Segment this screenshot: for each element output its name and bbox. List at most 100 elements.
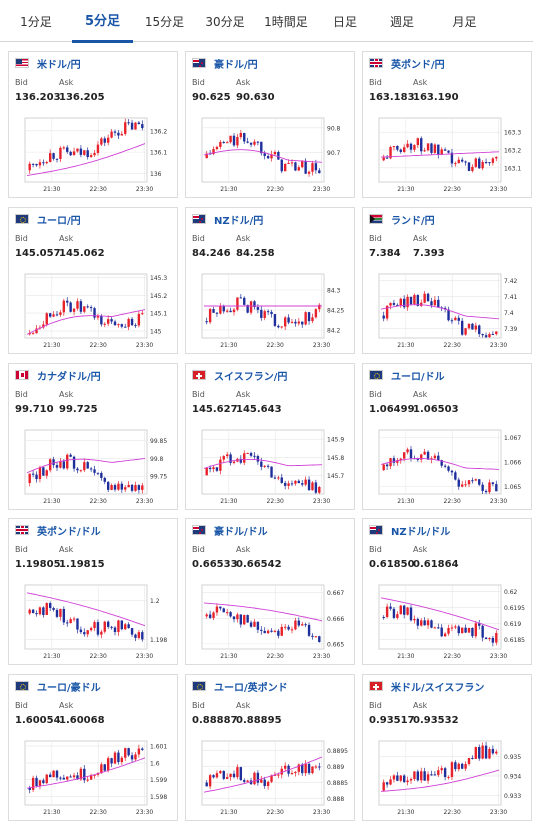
candle: [263, 465, 266, 469]
candle: [249, 300, 253, 315]
currency-pair-link[interactable]: NZドル/円: [214, 215, 264, 227]
card-title[interactable]: NZドル/ドル: [369, 523, 451, 538]
candle: [232, 616, 236, 623]
card-title[interactable]: 英ポンド/ドル: [15, 523, 101, 538]
currency-pair-link[interactable]: カナダドル/円: [37, 371, 101, 383]
price-chart[interactable]: 7.39 7.4 7.41 7.42 21:30 22:30 23:30: [367, 268, 529, 352]
candle: [471, 627, 474, 638]
candle: [215, 603, 219, 616]
currency-pair-link[interactable]: ユーロ/ドル: [391, 371, 445, 383]
candle: [52, 152, 55, 161]
rate-card[interactable]: 米ドル/スイスフラン Bid Ask 0.93517 0.93532 0.933 0.934…: [362, 674, 532, 821]
price-chart[interactable]: 1.065 1.066 1.067 21:30 22:30 23:30: [367, 424, 529, 508]
rate-card[interactable]: スイスフラン/円 Bid Ask 145.627 145.643 145.7 145.8 14…: [185, 363, 355, 510]
x-tick-label: 21:30: [397, 653, 414, 660]
card-title[interactable]: 米ドル/円: [15, 56, 81, 71]
candle: [232, 460, 236, 465]
rate-card[interactable]: 英ポンド/円 Bid Ask 163.183 163.190 163.1 163.2 163.…: [362, 51, 532, 198]
card-title[interactable]: ユーロ/豪ドル: [15, 679, 101, 694]
card-title[interactable]: NZドル/円: [192, 212, 264, 227]
price-chart[interactable]: 145.7 145.8 145.9 21:30 22:30 23:30: [190, 424, 352, 508]
candle: [420, 618, 423, 627]
currency-pair-link[interactable]: 米ドル/スイスフラン: [391, 682, 485, 694]
currency-pair-link[interactable]: 豪ドル/ドル: [214, 526, 268, 538]
rate-card[interactable]: NZドル/ドル Bid Ask 0.61850 0.61864 0.6185 0.619 0.…: [362, 518, 532, 665]
candle: [474, 157, 478, 169]
card-title[interactable]: ユーロ/円: [15, 212, 81, 227]
tab-0[interactable]: 1分足: [20, 15, 52, 29]
card-title[interactable]: 豪ドル/円: [192, 56, 258, 71]
rate-card[interactable]: ユーロ/英ポンド Bid Ask 0.88887 0.88895 0.888 0.8885 0…: [185, 674, 355, 821]
rate-card[interactable]: NZドル/円 Bid Ask 84.246 84.258 84.2 84.25 84.3 21:…: [185, 207, 355, 354]
x-tick-label: 23:30: [313, 186, 330, 193]
price-chart[interactable]: 1.198 1.2 21:30 22:30 23:30: [13, 579, 175, 663]
rate-card[interactable]: 米ドル/円 Bid Ask 136.203 136.205 136 136.1 136.2 21…: [8, 51, 178, 198]
candle: [35, 163, 38, 167]
tab-4[interactable]: 1時間足: [264, 15, 308, 29]
candle: [266, 629, 270, 635]
candle: [212, 306, 215, 314]
rate-card[interactable]: カナダドル/円 Bid Ask 99.710 99.725 99.75 99.8 99.85 2…: [8, 363, 178, 510]
candle: [297, 165, 301, 172]
card-title[interactable]: 英ポンド/円: [369, 56, 445, 71]
tab-1[interactable]: 5分足: [72, 0, 133, 43]
currency-pair-link[interactable]: 米ドル/円: [37, 59, 81, 71]
x-tick-label: 23:30: [490, 809, 507, 816]
currency-pair-link[interactable]: 英ポンド/ドル: [37, 526, 101, 538]
currency-pair-link[interactable]: 英ポンド/円: [391, 59, 445, 71]
price-chart[interactable]: 0.933 0.934 0.935 21:30 22:30 23:30: [367, 735, 529, 819]
card-title[interactable]: ユーロ/ドル: [369, 368, 445, 383]
price-chart[interactable]: 1.598 1.599 1.6 1.601 21:30 22:30 23:30: [13, 735, 175, 819]
candle: [113, 626, 117, 636]
currency-pair-link[interactable]: NZドル/ドル: [391, 526, 451, 538]
candle: [260, 775, 263, 784]
card-title[interactable]: スイスフラン/円: [192, 368, 288, 383]
rate-card[interactable]: ランド/円 Bid Ask 7.384 7.393 7.39 7.4 7.41 7.42 21:3…: [362, 207, 532, 354]
price-chart[interactable]: 84.2 84.25 84.3 21:30 22:30 23:30: [190, 268, 352, 352]
rate-card[interactable]: 英ポンド/ドル Bid Ask 1.19805 1.19815 1.198 1.2 21:30…: [8, 518, 178, 665]
timeframe-tabs: 1分足 5分足 15分足 30分足 1時間足 日足 週足 月足: [0, 0, 533, 43]
plot-frame: [378, 740, 502, 806]
currency-pair-link[interactable]: ユーロ/豪ドル: [37, 682, 101, 694]
card-title[interactable]: 豪ドル/ドル: [192, 523, 268, 538]
candle: [491, 481, 495, 487]
candle: [478, 156, 481, 169]
currency-pair-link[interactable]: ユーロ/英ポンド: [214, 682, 288, 694]
ask-value: 145.643: [236, 404, 282, 415]
candle: [137, 744, 141, 758]
rate-card[interactable]: 豪ドル/ドル Bid Ask 0.66533 0.66542 0.665 0.666 0.66…: [185, 518, 355, 665]
price-chart[interactable]: 163.1 163.2 163.3 21:30 22:30 23:30: [367, 112, 529, 196]
price-chart[interactable]: 0.888 0.8885 0.889 0.8895 21:30 22:30 23:30: [190, 735, 352, 819]
candle: [28, 608, 31, 615]
plot-frame: [201, 117, 325, 183]
tab-6[interactable]: 週足: [389, 15, 414, 29]
card-title[interactable]: 米ドル/スイスフラン: [369, 679, 485, 694]
tab-2[interactable]: 15分足: [144, 15, 185, 29]
price-chart[interactable]: 136 136.1 136.2 21:30 22:30 23:30: [13, 112, 175, 196]
price-chart[interactable]: 145 145.1 145.2 145.3 21:30 22:30 23:30: [13, 268, 175, 352]
candle: [117, 130, 120, 140]
currency-pair-link[interactable]: スイスフラン/円: [214, 371, 288, 383]
price-chart[interactable]: 0.6185 0.619 0.6195 0.62 21:30 22:30 23:30: [367, 579, 529, 663]
y-tick-label: 0.666: [327, 616, 344, 623]
currency-pair-link[interactable]: 豪ドル/円: [214, 59, 258, 71]
candle: [437, 296, 440, 308]
rate-card[interactable]: 豪ドル/円 Bid Ask 90.625 90.630 90.7 90.8 21:30 22:3…: [185, 51, 355, 198]
card-title[interactable]: ユーロ/英ポンド: [192, 679, 288, 694]
tab-7[interactable]: 月足: [452, 15, 477, 29]
candle: [110, 128, 113, 139]
rate-card[interactable]: ユーロ/豪ドル Bid Ask 1.60054 1.60068 1.598 1.599 1.6…: [8, 674, 178, 821]
rate-card[interactable]: ユーロ/円 Bid Ask 145.057 145.062 145 145.1 145.2 14…: [8, 207, 178, 354]
price-chart[interactable]: 0.665 0.666 0.667 21:30 22:30 23:30: [190, 579, 352, 663]
price-chart[interactable]: 99.75 99.8 99.85 21:30 22:30 23:30: [13, 424, 175, 508]
candle: [406, 140, 409, 149]
card-title[interactable]: カナダドル/円: [15, 368, 101, 383]
tab-5[interactable]: 日足: [332, 15, 357, 29]
rate-card[interactable]: ユーロ/ドル Bid Ask 1.06499 1.06503 1.065 1.066 1.06…: [362, 363, 532, 510]
currency-pair-link[interactable]: ユーロ/円: [37, 215, 81, 227]
card-title[interactable]: ランド/円: [369, 212, 435, 227]
price-chart[interactable]: 90.7 90.8 21:30 22:30 23:30: [190, 112, 352, 196]
tab-3[interactable]: 30分足: [205, 15, 245, 29]
currency-pair-link[interactable]: ランド/円: [391, 215, 435, 227]
candle: [110, 483, 113, 491]
